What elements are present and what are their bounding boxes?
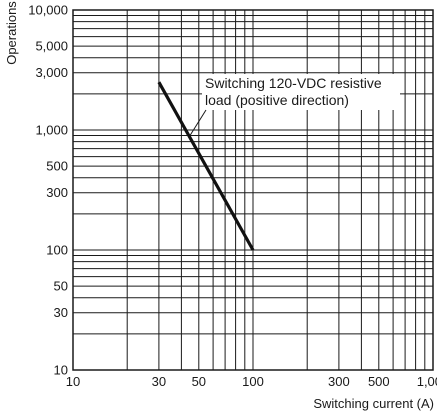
x-tick-label: 50	[192, 374, 206, 389]
x-tick-label: 300	[328, 374, 350, 389]
y-tick-label: 10	[54, 363, 68, 378]
y-tick-label: 5,000	[35, 39, 68, 54]
x-tick-label: 30	[152, 374, 166, 389]
x-tick-label: 1,000	[417, 374, 437, 389]
series-layer	[157, 81, 255, 251]
annotation-background	[202, 74, 400, 110]
x-tick-label: 10	[66, 374, 80, 389]
annotation-text-line-2: load (positive direction)	[205, 92, 349, 108]
x-tick-label: 100	[242, 374, 264, 389]
annotation-text-line-1: Switching 120-VDC resistive	[205, 75, 382, 91]
y-tick-label: 50	[54, 279, 68, 294]
y-tick-label: 500	[46, 159, 68, 174]
annotation-leader-line	[189, 109, 207, 136]
annotation: Switching 120-VDC resistive load (positi…	[189, 74, 400, 136]
y-tick-label: 30	[54, 305, 68, 320]
y-tick-label: 300	[46, 185, 68, 200]
series-line-1	[157, 81, 255, 251]
y-tick-label: 100	[46, 243, 68, 258]
grid	[73, 10, 433, 370]
x-tick-label: 500	[368, 374, 390, 389]
x-tick-labels: 10 30 50 100 300 500 1,000	[66, 374, 437, 389]
plot-frame	[72, 9, 434, 371]
x-axis-title: Switching current (A)	[313, 396, 434, 411]
y-tick-label: 10,000	[28, 3, 68, 18]
y-axis-title: Operations	[4, 1, 19, 65]
y-tick-labels: 10 30 50 100 300 500 1,000 3,000 5,000 10,000	[28, 3, 68, 378]
y-tick-label: 3,000	[35, 65, 68, 80]
y-tick-label: 1,000	[35, 123, 68, 138]
